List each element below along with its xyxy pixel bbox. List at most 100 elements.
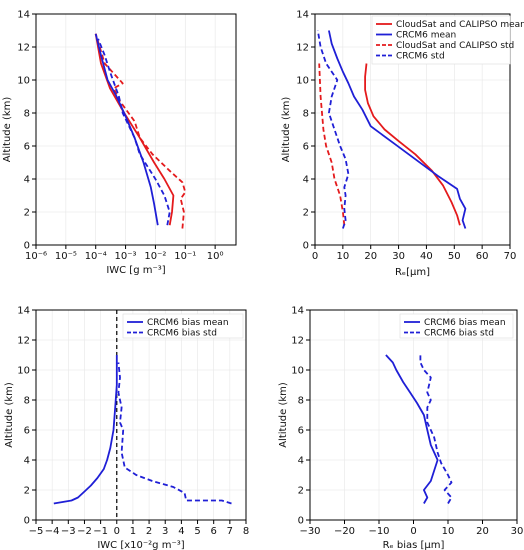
x-tick-label: −2 bbox=[77, 526, 92, 537]
y-tick-label: 6 bbox=[303, 142, 309, 153]
x-tick-label: −3 bbox=[61, 526, 76, 537]
x-axis-label: Rₑ[μm] bbox=[395, 267, 430, 278]
x-tick-label: 20 bbox=[364, 251, 377, 262]
x-tick-label: 10 bbox=[336, 251, 349, 262]
x-tick-label: 2 bbox=[146, 526, 152, 537]
y-tick-label: 8 bbox=[303, 109, 309, 120]
x-axis-label: IWC [g m⁻³] bbox=[106, 265, 165, 276]
x-tick-label: 10⁻⁶ bbox=[25, 251, 47, 262]
series-line-3 bbox=[318, 63, 346, 226]
legend-entry: CRCM6 bias std bbox=[147, 329, 217, 339]
y-tick-label: 12 bbox=[17, 336, 30, 347]
x-tick-label: 6 bbox=[211, 526, 217, 537]
legend-entry: CloudSat and CALIPSO std bbox=[396, 41, 514, 51]
series-line-1 bbox=[94, 33, 175, 226]
x-tick-label: −10 bbox=[368, 526, 389, 537]
x-tick-label: 60 bbox=[476, 251, 489, 262]
x-tick-label: 50 bbox=[448, 251, 461, 262]
y-axis-label: Altitude (km) bbox=[4, 382, 15, 448]
y-tick-label: 12 bbox=[291, 336, 304, 347]
legend-entry: CRCM6 mean bbox=[396, 31, 456, 41]
legend-box bbox=[371, 15, 511, 65]
y-tick-label: 10 bbox=[291, 366, 304, 377]
y-tick-label: 6 bbox=[24, 142, 30, 153]
y-tick-label: 8 bbox=[24, 396, 30, 407]
x-tick-label: 0 bbox=[410, 526, 416, 537]
y-tick-label: 4 bbox=[24, 456, 30, 467]
y-tick-label: 2 bbox=[24, 486, 30, 497]
y-tick-label: 2 bbox=[303, 208, 309, 219]
y-tick-label: 0 bbox=[24, 516, 30, 527]
axes-frame bbox=[314, 13, 511, 246]
x-tick-label: 20 bbox=[476, 526, 489, 537]
x-tick-label: −1 bbox=[93, 526, 108, 537]
x-tick-label: 3 bbox=[162, 526, 168, 537]
series-line-2 bbox=[328, 30, 467, 229]
x-axis-label: Rₑ bias [μm] bbox=[383, 540, 445, 550]
x-tick-label: −30 bbox=[299, 526, 320, 537]
x-tick-label: 7 bbox=[227, 526, 233, 537]
series-line-4 bbox=[97, 38, 171, 226]
x-tick-label: 10⁻¹ bbox=[174, 251, 196, 262]
panel-2: 0 10 20 30 40 50 60 70 0 2 4 6 8 10 12 14 Rₑ[μm] Altitude… bbox=[281, 10, 524, 279]
y-tick-label: 12 bbox=[17, 43, 30, 54]
x-tick-label: 4 bbox=[178, 526, 184, 537]
y-tick-label: 0 bbox=[24, 241, 30, 252]
legend-entry: CRCM6 bias mean bbox=[147, 318, 229, 328]
x-tick-label: 0 bbox=[312, 251, 318, 262]
y-tick-label: 0 bbox=[298, 516, 304, 527]
y-tick-label: 0 bbox=[303, 241, 309, 252]
x-tick-label: −4 bbox=[45, 526, 60, 537]
y-tick-label: 8 bbox=[298, 396, 304, 407]
y-tick-label: 14 bbox=[17, 306, 30, 317]
legend-box bbox=[122, 313, 244, 339]
y-tick-label: 2 bbox=[298, 486, 304, 497]
y-tick-label: 10 bbox=[17, 366, 30, 377]
x-axis-label: IWC [x10⁻²g m⁻³] bbox=[97, 540, 184, 550]
panel-4: −30 −20 −10 0 10 20 30 0 2 4 6 8 10 12 14 Rₑ bias [μm] A… bbox=[278, 306, 523, 550]
legend-entry: CRCM6 bias mean bbox=[424, 318, 506, 328]
y-tick-label: 14 bbox=[17, 10, 30, 21]
y-tick-label: 4 bbox=[303, 175, 309, 186]
series-line-1 bbox=[364, 63, 461, 226]
x-tick-label: 10 bbox=[442, 526, 455, 537]
legend-box bbox=[399, 313, 514, 339]
y-axis-label: Altitude (km) bbox=[281, 97, 292, 163]
x-tick-label: 10⁻³ bbox=[115, 251, 137, 262]
x-tick-label: 40 bbox=[420, 251, 433, 262]
y-axis-label: Altitude (km) bbox=[278, 382, 289, 448]
panel-1: 10⁻⁶ 10⁻⁵ 10⁻⁴ 10⁻³ 10⁻² 10⁻¹ 10⁰ 0 2 4 6 8 10 12 14 IW… bbox=[2, 10, 237, 276]
x-tick-label: 70 bbox=[504, 251, 517, 262]
x-tick-label: −5 bbox=[29, 526, 44, 537]
y-tick-label: 4 bbox=[24, 175, 30, 186]
axes-frame bbox=[35, 309, 247, 521]
y-tick-label: 2 bbox=[24, 208, 30, 219]
series-line-4 bbox=[316, 30, 350, 229]
x-tick-label: 10⁻⁵ bbox=[55, 251, 77, 262]
x-tick-label: 8 bbox=[243, 526, 249, 537]
x-tick-label: 30 bbox=[511, 526, 524, 537]
x-tick-label: 10⁻⁴ bbox=[85, 251, 107, 262]
y-tick-label: 8 bbox=[24, 109, 30, 120]
legend-entry: CRCM6 bias std bbox=[424, 329, 494, 339]
y-tick-label: 10 bbox=[296, 76, 309, 87]
series-line-1 bbox=[53, 355, 118, 505]
series-line-2 bbox=[419, 355, 453, 504]
y-tick-label: 14 bbox=[291, 306, 304, 317]
legend-entry: CRCM6 std bbox=[396, 52, 445, 62]
x-tick-label: 10⁻² bbox=[144, 251, 166, 262]
y-tick-label: 6 bbox=[24, 426, 30, 437]
y-axis-label: Altitude (km) bbox=[2, 97, 13, 163]
series-line-2 bbox=[117, 362, 232, 505]
axes-frame bbox=[35, 13, 237, 246]
x-tick-label: −20 bbox=[334, 526, 355, 537]
y-tick-label: 12 bbox=[296, 43, 309, 54]
y-tick-label: 6 bbox=[298, 426, 304, 437]
x-tick-label: 0 bbox=[114, 526, 120, 537]
y-tick-label: 4 bbox=[298, 456, 304, 467]
